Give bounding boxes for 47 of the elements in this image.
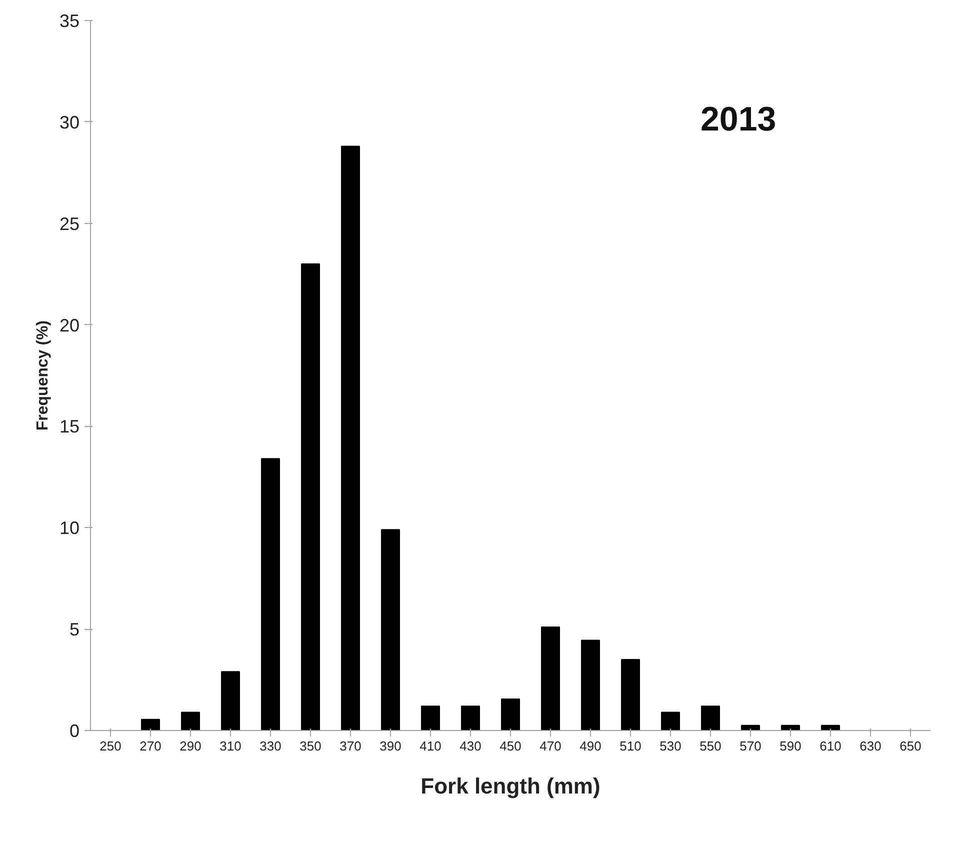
bar	[461, 706, 480, 730]
bar	[501, 698, 520, 730]
y-axis-title: Frequency (%)	[34, 320, 52, 431]
bar	[621, 659, 640, 730]
x-tick-label: 270	[140, 738, 162, 754]
y-tick-label: 10	[59, 518, 80, 538]
y-tick-label: 20	[59, 315, 80, 336]
bar	[301, 263, 320, 730]
x-tick-label: 430	[460, 738, 482, 754]
x-tick-label: 570	[740, 738, 762, 754]
x-tick-label: 370	[340, 738, 362, 754]
x-tick-label: 610	[820, 738, 842, 754]
x-tick-label: 390	[380, 738, 402, 754]
bar	[581, 640, 600, 730]
x-tick-label: 310	[220, 738, 242, 754]
x-tick-label: 590	[780, 738, 802, 754]
x-tick-label: 290	[180, 738, 202, 754]
bar	[141, 718, 160, 730]
x-tick-label: 410	[420, 738, 442, 754]
bar	[421, 706, 440, 730]
x-tick-label: 490	[580, 738, 602, 754]
y-tick-label: 0	[69, 721, 80, 741]
bar	[181, 712, 200, 730]
x-axis-title: Fork length (mm)	[420, 774, 600, 798]
bar	[701, 706, 720, 730]
bar	[541, 626, 560, 730]
x-tick-label: 450	[500, 738, 522, 754]
x-tick-label: 530	[660, 738, 682, 754]
bar	[341, 146, 360, 730]
y-tick-label: 15	[59, 416, 80, 437]
bar	[261, 458, 280, 730]
x-tick-label: 510	[620, 738, 642, 754]
x-tick-label: 330	[260, 738, 282, 754]
y-tick-label: 30	[59, 112, 80, 132]
y-tick-label: 35	[59, 11, 80, 31]
x-tick-label: 350	[300, 738, 322, 754]
x-tick-label: 470	[540, 738, 562, 754]
bar	[661, 712, 680, 730]
x-tick-label: 630	[860, 738, 882, 754]
x-tick-label: 650	[900, 738, 922, 754]
bar	[221, 671, 240, 730]
x-tick-label: 250	[100, 738, 122, 754]
y-tick-label: 5	[69, 620, 80, 640]
annotation: 2013	[700, 100, 776, 138]
x-tick-label: 550	[700, 738, 722, 754]
bar	[381, 529, 400, 730]
y-tick-label: 25	[59, 214, 80, 234]
